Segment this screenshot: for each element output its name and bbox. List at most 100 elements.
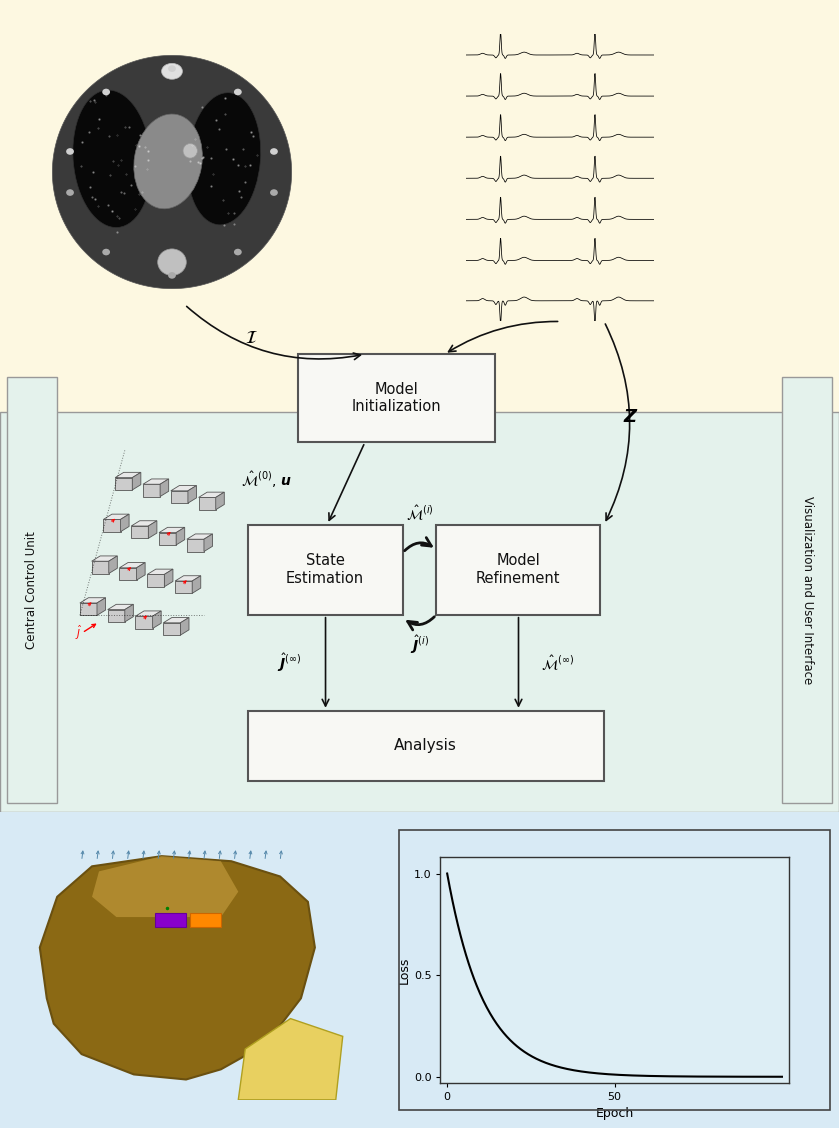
Polygon shape [148,570,173,574]
Polygon shape [133,473,141,490]
Polygon shape [52,55,292,289]
Text: $\hat{\mathcal{M}}^{(i)}$: $\hat{\mathcal{M}}^{(i)}$ [405,504,434,523]
Ellipse shape [73,90,152,228]
Text: $\hat{\boldsymbol{J}}^{(i)}$: $\hat{\boldsymbol{J}}^{(i)}$ [410,634,429,656]
Polygon shape [115,473,141,477]
FancyArrowPatch shape [449,321,558,352]
Polygon shape [103,519,121,531]
Text: Model
Initialization: Model Initialization [352,382,441,414]
Polygon shape [103,514,129,519]
Polygon shape [175,581,192,593]
Polygon shape [137,563,145,580]
Polygon shape [153,611,161,628]
Ellipse shape [162,63,182,79]
FancyBboxPatch shape [248,711,604,781]
Polygon shape [121,514,129,531]
Ellipse shape [66,190,74,196]
FancyArrowPatch shape [515,617,522,706]
Polygon shape [171,485,196,491]
FancyArrowPatch shape [605,324,629,520]
Polygon shape [39,856,315,1079]
Y-axis label: Loss: Loss [398,957,411,984]
Text: $\hat{\boldsymbol{J}}^{(\infty)}$: $\hat{\boldsymbol{J}}^{(\infty)}$ [277,652,302,675]
FancyArrowPatch shape [186,307,361,360]
Polygon shape [136,616,153,628]
Ellipse shape [270,190,278,196]
Text: $\hat{\mathcal{M}}^{(0)},\, \boldsymbol{u}$: $\hat{\mathcal{M}}^{(0)},\, \boldsymbol{… [241,469,293,490]
Polygon shape [176,528,185,545]
Ellipse shape [66,148,74,155]
Ellipse shape [187,92,261,224]
Ellipse shape [183,143,197,158]
Polygon shape [136,611,161,616]
Bar [0,812,839,1128]
Text: $\hat{J}$: $\hat{J}$ [75,624,82,642]
Polygon shape [109,556,117,573]
Ellipse shape [102,89,110,95]
Polygon shape [164,617,189,623]
FancyArrowPatch shape [408,617,435,629]
Polygon shape [148,574,164,587]
Polygon shape [143,484,160,496]
Polygon shape [199,492,224,497]
Polygon shape [204,534,212,552]
Polygon shape [107,605,133,609]
Bar [190,914,221,927]
Polygon shape [171,491,188,503]
FancyBboxPatch shape [7,377,57,803]
Polygon shape [119,567,137,580]
Polygon shape [216,492,224,510]
Polygon shape [92,856,238,917]
Text: $\hat{\mathcal{M}}^{(\infty)}$: $\hat{\mathcal{M}}^{(\infty)}$ [541,653,575,673]
Polygon shape [107,609,125,622]
Polygon shape [187,534,212,539]
Polygon shape [97,598,106,616]
Polygon shape [187,539,204,552]
Text: Model
Refinement: Model Refinement [476,554,560,585]
Ellipse shape [168,65,176,72]
Polygon shape [131,526,149,538]
Polygon shape [80,598,106,603]
Polygon shape [131,521,157,526]
FancyArrowPatch shape [322,617,329,706]
Polygon shape [199,497,216,510]
Polygon shape [164,623,180,635]
Ellipse shape [102,249,110,255]
Ellipse shape [168,272,176,279]
FancyArrowPatch shape [404,538,431,550]
FancyBboxPatch shape [782,377,832,803]
Polygon shape [80,603,97,616]
Polygon shape [91,562,109,573]
Ellipse shape [234,89,242,95]
Polygon shape [160,479,169,496]
Polygon shape [143,479,169,484]
Polygon shape [159,532,176,545]
Polygon shape [238,1019,342,1100]
Bar [0,0,839,412]
Polygon shape [119,563,145,567]
Ellipse shape [133,114,202,209]
Bar [154,914,186,927]
Ellipse shape [158,249,186,275]
Polygon shape [159,528,185,532]
Text: State
Estimation: State Estimation [286,554,364,585]
Ellipse shape [234,249,242,255]
Polygon shape [164,570,173,587]
Ellipse shape [270,148,278,155]
FancyArrowPatch shape [329,444,364,520]
Polygon shape [180,617,189,635]
Polygon shape [91,556,117,562]
Text: $\mathcal{I}$: $\mathcal{I}$ [245,329,258,347]
Polygon shape [115,477,133,490]
Polygon shape [192,575,201,593]
Text: Central Control Unit: Central Control Unit [25,531,39,649]
Bar [0,412,839,812]
Polygon shape [149,521,157,538]
Text: Analysis: Analysis [394,738,457,754]
Text: Visualization and User Interface: Visualization and User Interface [800,496,814,684]
FancyBboxPatch shape [436,525,600,615]
Polygon shape [125,605,133,622]
FancyBboxPatch shape [248,525,403,615]
FancyBboxPatch shape [298,354,495,442]
Polygon shape [188,485,196,503]
